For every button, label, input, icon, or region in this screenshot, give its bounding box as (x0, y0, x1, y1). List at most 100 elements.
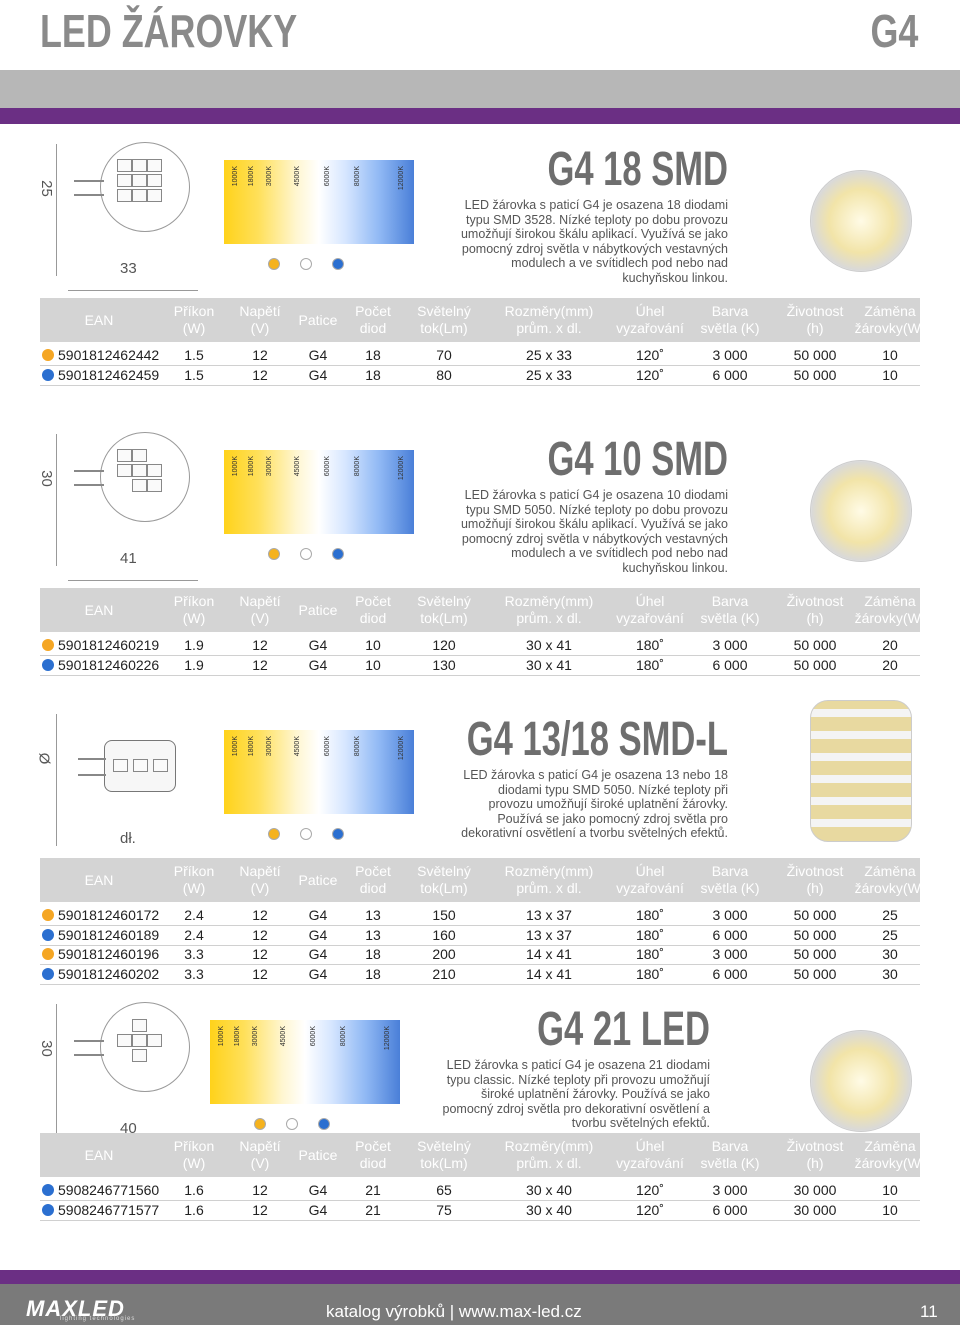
table-cell: G4 (308, 946, 328, 962)
spectrum-label: 12000K (384, 1026, 391, 1051)
spectrum-label: 3000K (266, 736, 273, 757)
header-line2: tok(Lm) (420, 1155, 468, 1171)
table-cell: 20 (882, 637, 898, 653)
header-line1: EAN (84, 311, 114, 328)
header-line1: Světelný (417, 1138, 471, 1154)
header-line2: vyzařování (616, 610, 684, 626)
spectrum-label: 8000K (340, 1026, 347, 1047)
table-row: 5901812460196 3.3 12 G4 18 200 14 x 41 180˚ 3 00… (40, 945, 920, 965)
spectrum-label: 12000K (398, 456, 405, 481)
led-chip (117, 464, 132, 477)
table-cell: 5901812460226 (58, 656, 160, 673)
header-line1: Patice (298, 311, 338, 328)
spectrum-label: 8000K (354, 456, 361, 477)
color-indicator-dot (42, 639, 54, 651)
product-title: G4 13/18 SMD-L (466, 713, 728, 766)
color-indicator-dot (42, 967, 54, 980)
header-bar (0, 70, 960, 108)
table-cell: 50 000 (793, 965, 837, 982)
table-cell: 180˚ (635, 656, 665, 673)
table-header-cell: Patice (290, 588, 346, 632)
table-header-cell: Světelný tok(Lm) (400, 298, 488, 342)
header-text: Barva světla (K) (700, 1138, 759, 1172)
color-dot (268, 548, 280, 560)
header-line1: Záměna (864, 1138, 916, 1154)
table-cell: 5901812460189 (58, 926, 160, 943)
table-header-cell: Životnost (h) (770, 588, 860, 632)
header-text: Počet diod (355, 863, 391, 897)
led-chip (113, 759, 128, 772)
color-dot (332, 828, 344, 840)
header-line2: diod (359, 610, 387, 626)
table-cell: 13 (365, 926, 381, 943)
table-cell: 50 000 (793, 926, 837, 943)
table-cell: 150 (432, 907, 456, 923)
product-photo (810, 170, 912, 272)
table-row: 5901812460189 2.4 12 G4 13 160 13 x 37 180˚ 6 00… (40, 926, 920, 946)
table-cell: 30 000 (793, 1182, 837, 1198)
table-cell: 10 (882, 366, 898, 383)
table-header-cell: Životnost (h) (770, 1133, 860, 1177)
table-cell: 130 (432, 656, 456, 673)
header-line1: Patice (298, 601, 338, 618)
header-line2: vyzařování (616, 320, 684, 336)
color-indicator-dot (42, 1203, 54, 1216)
header-line1: Barva (711, 303, 749, 319)
header-line1: Úhel (635, 1138, 665, 1154)
header-line2: prům. x dl. (516, 320, 582, 336)
product-description: LED žárovka s paticí G4 je osazena 18 di… (438, 198, 728, 285)
page-code: G4 (870, 5, 918, 57)
header-line1: Rozměry(mm) (504, 593, 594, 609)
header-line1: Příkon (173, 1138, 215, 1154)
header-text: Úhel vyzařování (616, 593, 684, 627)
table-header-cell: Příkon (W) (158, 298, 230, 342)
table-cell: 10 (365, 656, 381, 673)
led-chip (132, 159, 147, 172)
table-header-cell: Barva světla (K) (690, 298, 770, 342)
table-header-cell: Rozměry(mm) prům. x dl. (488, 1133, 610, 1177)
table-header-cell: Životnost (h) (770, 298, 860, 342)
header-line1: Záměna (864, 303, 916, 319)
table-header-cell: Záměna žárovky(W) (855, 588, 926, 632)
header-line1: Napětí (239, 303, 281, 319)
table-cell: 18 (365, 965, 381, 982)
table-cell: 80 (436, 366, 452, 383)
table-cell: 12 (252, 926, 268, 943)
color-dot (300, 258, 312, 270)
table-cell: 6 000 (712, 656, 748, 673)
header-text: Barva světla (K) (700, 863, 759, 897)
header-line2: (h) (806, 880, 824, 896)
header-line2: (W) (182, 320, 206, 336)
product-photo (810, 700, 912, 842)
header-line1: Životnost (786, 1138, 844, 1154)
spectrum-label: 4500K (294, 166, 301, 187)
color-indicator-dot (42, 1184, 54, 1196)
table-header-cell: Úhel vyzařování (610, 858, 690, 902)
led-chip (132, 479, 147, 492)
color-dot (300, 548, 312, 560)
table-cell: 3.3 (184, 965, 204, 982)
led-chip (147, 174, 162, 187)
header-line2: (W) (182, 610, 206, 626)
description-line: LED žárovka s paticí G4 je osazena 18 di… (464, 198, 728, 212)
product-description: LED žárovka s paticí G4 je osazena 10 di… (438, 488, 728, 575)
color-indicator-dot (42, 948, 54, 960)
color-dot (254, 1118, 266, 1130)
header-line1: Patice (298, 871, 338, 888)
table-cell: 120˚ (635, 366, 665, 383)
header-text: Patice (299, 1147, 338, 1164)
led-chip (117, 174, 132, 187)
product-title: G4 10 SMD (547, 433, 728, 486)
header-line2: (V) (250, 880, 270, 896)
table-cell: 50 000 (793, 347, 837, 363)
header-line1: Napětí (239, 593, 281, 609)
table-header-cell: EAN (40, 1133, 158, 1177)
header-text: Úhel vyzařování (616, 863, 684, 897)
description-line: provozu umožňují široké uplatnění žárovk… (488, 797, 728, 811)
header-text: Záměna žárovky(W) (855, 863, 926, 897)
header-text: Příkon (W) (174, 593, 214, 627)
color-indicator-dot (42, 349, 54, 361)
led-chip (147, 1034, 162, 1047)
header-line2: (V) (250, 610, 270, 626)
header-line2: žárovky(W) (854, 1155, 926, 1171)
